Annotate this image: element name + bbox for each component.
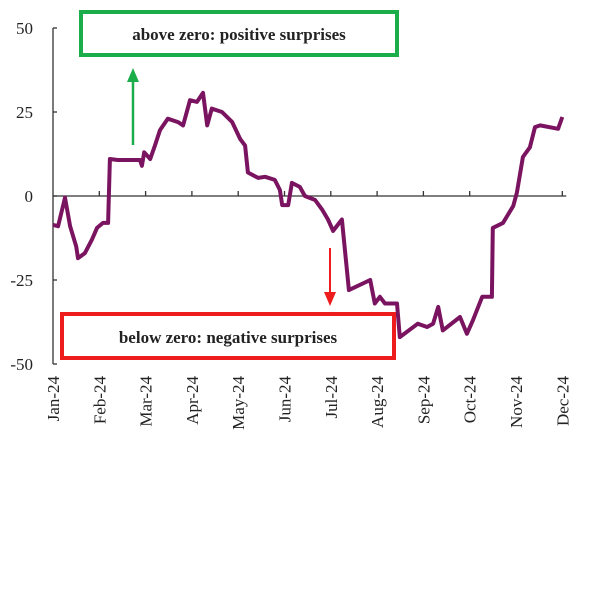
positive-annotation: above zero: positive surprises [79, 10, 399, 145]
y-tick-label: 0 [25, 187, 34, 206]
y-tick-label: 25 [16, 103, 33, 122]
negative-annotation-box [60, 312, 396, 360]
x-tick-label: May-24 [229, 376, 248, 430]
axes [52, 27, 567, 365]
x-tick-label: Apr-24 [183, 376, 202, 425]
x-tick-label: Mar-24 [137, 376, 156, 427]
x-tick-label: Sep-24 [414, 376, 433, 425]
x-tick-label: Oct-24 [461, 376, 480, 424]
down-arrow-head [324, 292, 336, 306]
y-tick-labels: 50 25 0 -25 -50 [10, 19, 33, 374]
x-tick-label: Jul-24 [322, 376, 341, 419]
y-tick-label: -50 [10, 355, 33, 374]
x-tick-label: Aug-24 [368, 376, 387, 428]
x-tick-label: Jun-24 [276, 376, 295, 423]
x-tick-label: Nov-24 [507, 376, 526, 428]
positive-annotation-box [79, 10, 399, 57]
x-tick-label: Feb-24 [90, 376, 109, 425]
y-tick-label: 50 [16, 19, 33, 38]
up-arrow-head [127, 68, 139, 82]
x-tick-label: Dec-24 [553, 376, 572, 427]
negative-annotation-label: below zero: negative surprises [119, 328, 338, 347]
y-tick-label: -25 [10, 271, 33, 290]
x-tick-labels: Jan-24 Feb-24 Mar-24 Apr-24 May-24 Jun-24 Jul-… [44, 376, 572, 430]
x-tick-label: Jan-24 [44, 376, 63, 422]
negative-annotation: below zero: negative surprises [60, 248, 396, 360]
series-line [52, 90, 565, 340]
positive-annotation-label: above zero: positive surprises [132, 25, 346, 44]
